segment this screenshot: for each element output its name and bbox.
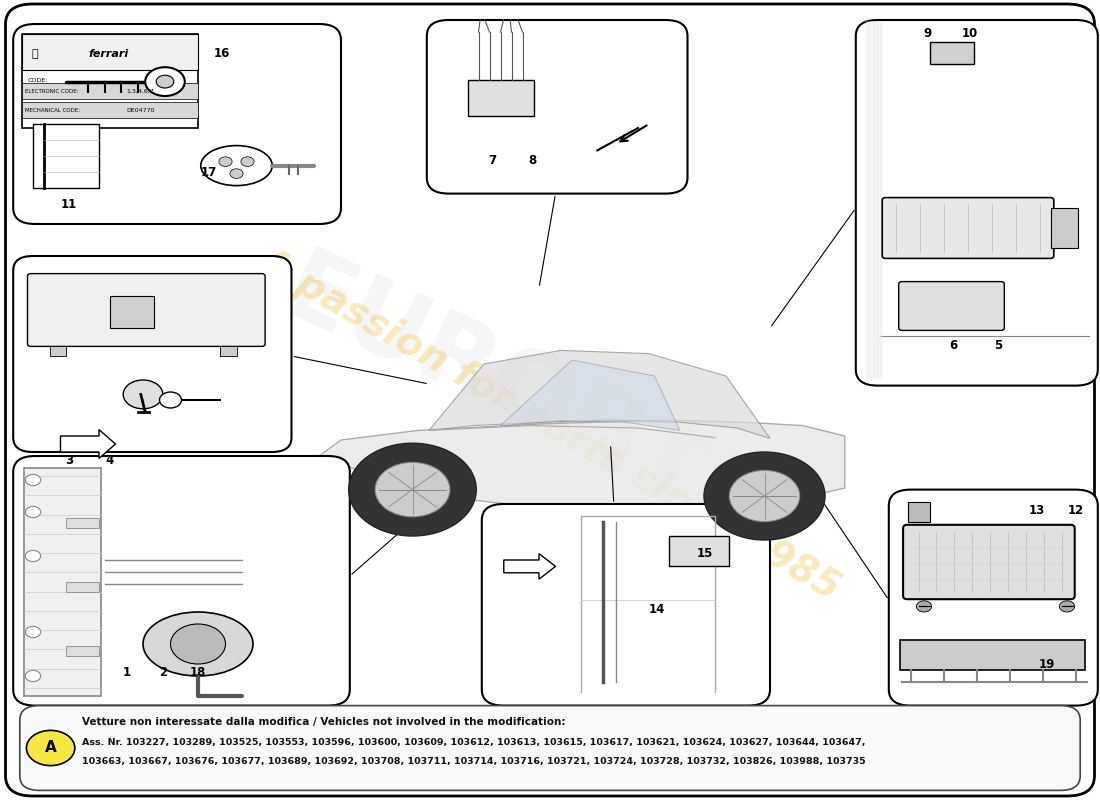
- Text: A passion for parts since 1985: A passion for parts since 1985: [253, 242, 847, 606]
- FancyBboxPatch shape: [50, 346, 66, 356]
- FancyBboxPatch shape: [889, 490, 1098, 706]
- Circle shape: [25, 626, 41, 638]
- FancyBboxPatch shape: [22, 34, 198, 70]
- Text: 1: 1: [122, 666, 131, 678]
- FancyBboxPatch shape: [13, 24, 341, 224]
- Text: 12: 12: [1068, 504, 1084, 517]
- Text: 18: 18: [190, 666, 206, 678]
- Text: 14: 14: [649, 603, 664, 616]
- Text: 8: 8: [528, 154, 537, 166]
- Polygon shape: [429, 350, 770, 438]
- Circle shape: [219, 157, 232, 166]
- FancyBboxPatch shape: [66, 582, 99, 592]
- FancyBboxPatch shape: [66, 646, 99, 656]
- Circle shape: [25, 474, 41, 486]
- FancyBboxPatch shape: [33, 124, 99, 188]
- FancyBboxPatch shape: [13, 456, 350, 706]
- Polygon shape: [500, 360, 680, 430]
- FancyBboxPatch shape: [110, 296, 154, 328]
- Circle shape: [729, 470, 800, 522]
- Text: A: A: [45, 741, 56, 755]
- Circle shape: [26, 730, 75, 766]
- FancyBboxPatch shape: [856, 20, 1098, 386]
- Text: 5: 5: [993, 339, 1002, 352]
- FancyBboxPatch shape: [930, 42, 974, 64]
- Polygon shape: [60, 430, 116, 458]
- FancyBboxPatch shape: [899, 282, 1004, 330]
- Text: ITS: ITS: [581, 398, 783, 562]
- Text: Vetture non interessate dalla modifica / Vehicles not involved in the modificati: Vetture non interessate dalla modifica /…: [82, 717, 566, 726]
- Ellipse shape: [200, 146, 273, 186]
- Text: 19: 19: [1040, 658, 1055, 670]
- Text: 4: 4: [106, 454, 114, 466]
- Polygon shape: [504, 554, 556, 579]
- FancyBboxPatch shape: [13, 256, 292, 452]
- Polygon shape: [319, 420, 845, 512]
- Text: MECHANICAL CODE:: MECHANICAL CODE:: [25, 108, 80, 113]
- Circle shape: [25, 670, 41, 682]
- Ellipse shape: [143, 612, 253, 676]
- Text: DE04770: DE04770: [126, 108, 155, 113]
- FancyBboxPatch shape: [908, 502, 930, 522]
- Text: 15: 15: [697, 547, 713, 560]
- FancyBboxPatch shape: [22, 83, 198, 99]
- FancyBboxPatch shape: [22, 102, 198, 118]
- FancyBboxPatch shape: [900, 640, 1085, 670]
- Circle shape: [241, 157, 254, 166]
- Circle shape: [25, 506, 41, 518]
- Text: 16: 16: [214, 47, 230, 60]
- Circle shape: [375, 462, 450, 517]
- Circle shape: [160, 392, 182, 408]
- Text: ELECTRONIC CODE:: ELECTRONIC CODE:: [25, 89, 79, 94]
- Text: 13: 13: [1030, 504, 1045, 517]
- Text: EUROB: EUROB: [266, 242, 658, 494]
- Circle shape: [916, 601, 932, 612]
- FancyBboxPatch shape: [903, 525, 1075, 599]
- Circle shape: [145, 67, 185, 96]
- Text: 🐎: 🐎: [32, 50, 39, 59]
- FancyBboxPatch shape: [24, 468, 101, 696]
- Text: Ass. Nr. 103227, 103289, 103525, 103553, 103596, 103600, 103609, 103612, 103613,: Ass. Nr. 103227, 103289, 103525, 103553,…: [82, 738, 866, 747]
- Text: 2: 2: [158, 666, 167, 678]
- Circle shape: [1059, 601, 1075, 612]
- Text: 11: 11: [62, 198, 77, 210]
- FancyBboxPatch shape: [220, 346, 236, 356]
- Circle shape: [156, 75, 174, 88]
- FancyBboxPatch shape: [482, 504, 770, 706]
- Text: 9: 9: [923, 27, 932, 40]
- FancyBboxPatch shape: [22, 34, 198, 128]
- Circle shape: [123, 380, 163, 409]
- Text: 103663, 103667, 103676, 103677, 103689, 103692, 103708, 103711, 103714, 103716, : 103663, 103667, 103676, 103677, 103689, …: [82, 757, 866, 766]
- FancyBboxPatch shape: [882, 198, 1054, 258]
- FancyBboxPatch shape: [1050, 208, 1078, 248]
- Text: 10: 10: [962, 27, 978, 40]
- Text: 6: 6: [949, 339, 958, 352]
- FancyBboxPatch shape: [66, 518, 99, 528]
- FancyBboxPatch shape: [468, 80, 534, 116]
- FancyBboxPatch shape: [28, 274, 265, 346]
- Text: CODE:: CODE:: [28, 78, 47, 82]
- Circle shape: [349, 443, 476, 536]
- Text: ferrari: ferrari: [88, 49, 129, 58]
- FancyBboxPatch shape: [20, 706, 1080, 790]
- FancyBboxPatch shape: [427, 20, 688, 194]
- Text: 1,3,4,6,7: 1,3,4,6,7: [126, 89, 154, 94]
- FancyBboxPatch shape: [669, 536, 729, 566]
- Circle shape: [704, 452, 825, 540]
- Text: 3: 3: [65, 454, 74, 466]
- Circle shape: [230, 169, 243, 178]
- Text: 17: 17: [201, 166, 217, 178]
- Circle shape: [25, 550, 41, 562]
- Text: 7: 7: [488, 154, 497, 166]
- Circle shape: [170, 624, 226, 664]
